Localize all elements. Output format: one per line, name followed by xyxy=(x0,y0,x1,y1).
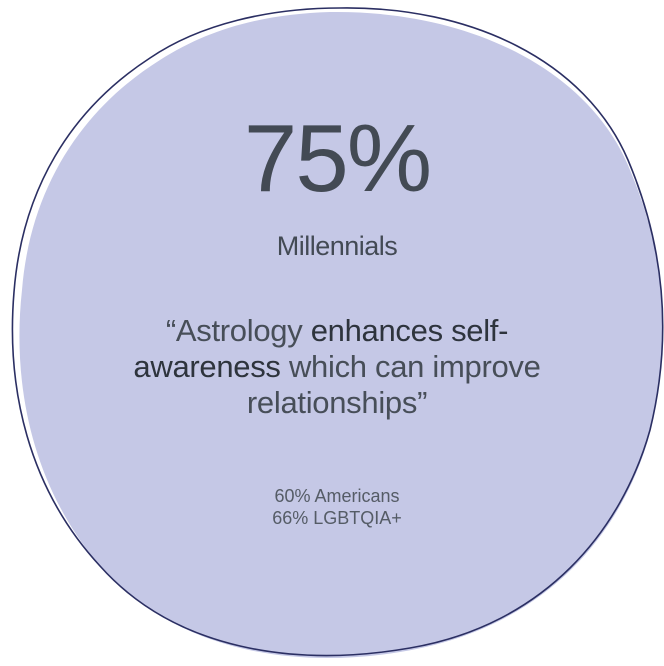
quote-close-mark: ” xyxy=(417,385,428,420)
quote-emphasis-2: awareness xyxy=(133,349,281,384)
sub-stats: 60% Americans 66% LGBTQIA+ xyxy=(0,485,664,529)
stat-value: 75% xyxy=(243,105,432,212)
blob-fill xyxy=(19,11,663,659)
quote-open-mark: “ xyxy=(165,313,176,348)
quote-part-1: Astrology xyxy=(175,313,311,348)
quote-emphasis-1: enhances self- xyxy=(310,313,509,348)
quote-part-2: which can improve relationships xyxy=(246,349,541,420)
sub-stat-lgbtqia: 66% LGBTQIA+ xyxy=(272,508,402,528)
sub-stat-americans: 60% Americans xyxy=(274,486,400,506)
blob-outline xyxy=(11,7,664,657)
quote-text: “Astrology enhances self-awareness which… xyxy=(120,313,554,421)
stat-group-label: Millennials xyxy=(276,231,398,261)
